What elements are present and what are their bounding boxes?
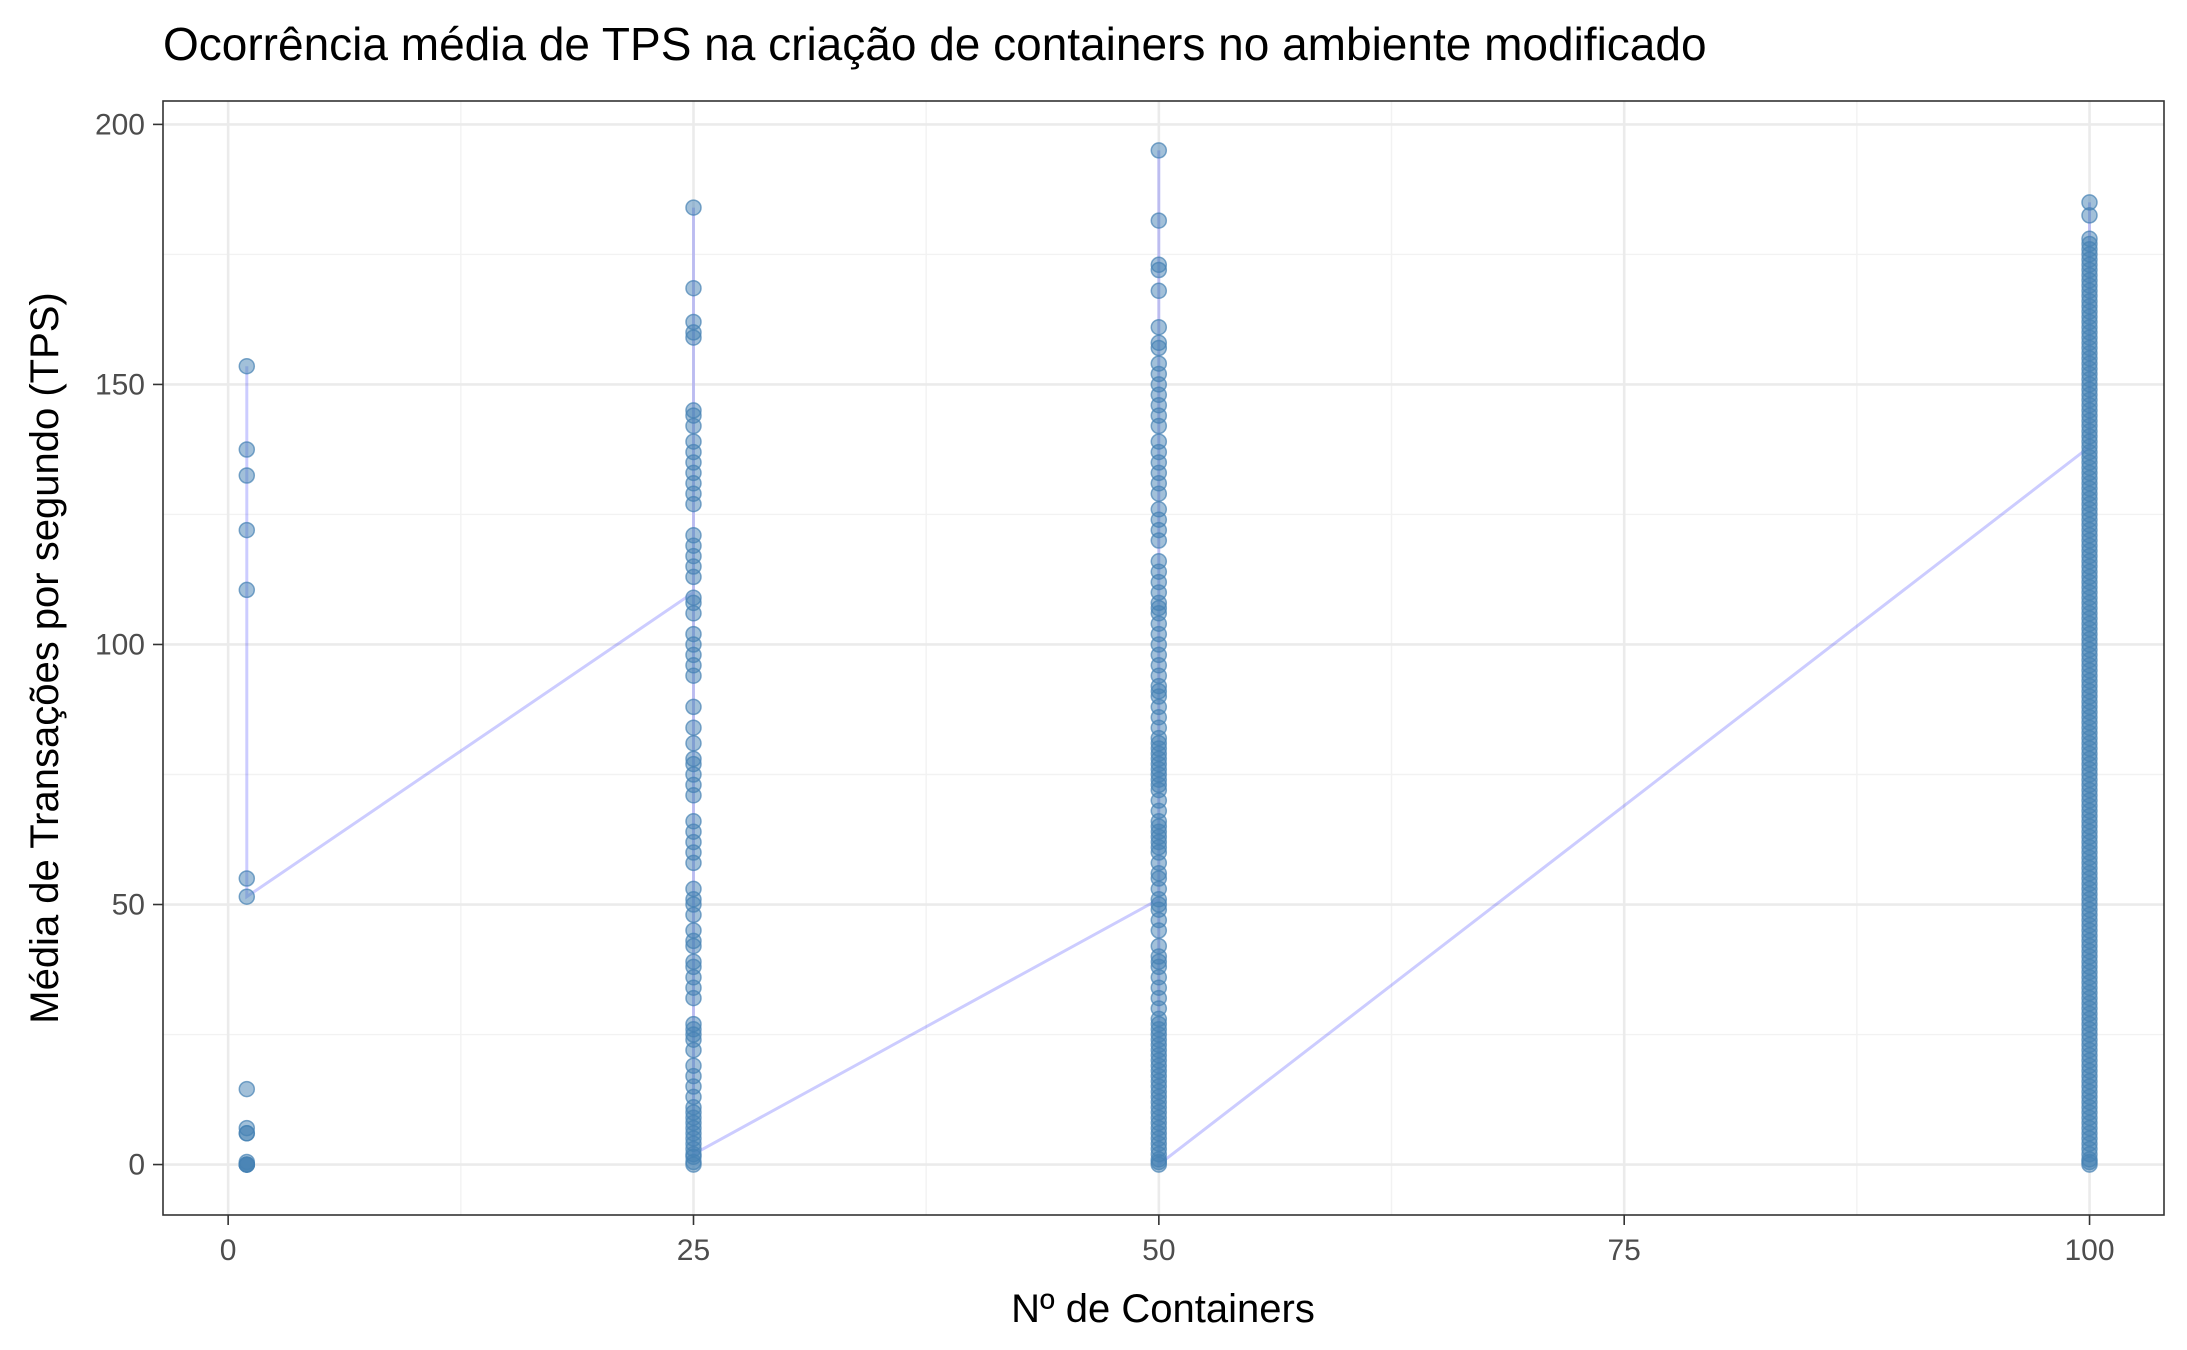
data-point (685, 527, 702, 544)
data-point (238, 888, 256, 905)
trend-line (245, 150, 2091, 1168)
data-point (685, 698, 702, 716)
data-point (685, 199, 702, 216)
y-tick-label: 150 (95, 368, 145, 401)
data-point (685, 953, 702, 970)
x-tick-label: 0 (220, 1234, 237, 1267)
data-point (1150, 937, 1168, 955)
data-point (238, 467, 256, 484)
x-tick-label: 50 (1142, 1234, 1175, 1267)
data-point (238, 581, 256, 599)
data-point (238, 1153, 256, 1171)
y-axis-title: Média de Transações por segundo (TPS) (23, 292, 67, 1024)
y-tick-label: 50 (112, 889, 145, 922)
data-point (1150, 282, 1168, 300)
data-point (685, 313, 702, 331)
axis-ticks: 0 25 50 75 100 0 50 100 150 200 (95, 108, 2115, 1267)
data-point (685, 589, 702, 606)
chart-title: Ocorrência média de TPS na criação de co… (163, 18, 1707, 70)
data-point (685, 813, 702, 830)
data-point (685, 880, 702, 898)
data-point (238, 441, 256, 458)
data-point (238, 521, 256, 539)
data-point (2081, 194, 2098, 211)
data-point (1150, 433, 1168, 450)
data-point (1150, 501, 1168, 518)
data-point (1150, 553, 1168, 570)
data-point (1150, 318, 1168, 336)
data-point (685, 922, 702, 939)
data-point (1150, 334, 1168, 352)
data-points (238, 142, 2098, 1173)
x-tick-label: 25 (677, 1234, 710, 1267)
data-point (1150, 256, 1168, 274)
data-point (685, 625, 702, 643)
data-point (685, 750, 702, 768)
data-point (685, 1057, 702, 1074)
trend-line-layer (245, 150, 2091, 1168)
data-point (685, 1015, 702, 1033)
data-point (1150, 212, 1168, 229)
data-point (685, 402, 702, 419)
x-tick-label: 100 (2065, 1234, 2115, 1267)
data-point (685, 433, 702, 450)
panel-border (162, 100, 2165, 1216)
data-point (685, 735, 702, 752)
y-tick-label: 100 (95, 628, 145, 661)
data-point (238, 357, 256, 375)
x-tick-label: 75 (1608, 1234, 1641, 1267)
x-axis-title: Nº de Containers (1011, 1287, 1315, 1331)
data-point (685, 719, 702, 736)
data-point (1150, 355, 1168, 372)
y-tick-label: 200 (95, 108, 145, 141)
data-point (238, 870, 256, 887)
data-point (685, 279, 702, 297)
data-point (2081, 230, 2098, 248)
data-point (238, 1080, 256, 1098)
y-tick-label: 0 (128, 1149, 145, 1182)
data-point (1150, 142, 1168, 159)
data-point (238, 1119, 256, 1137)
